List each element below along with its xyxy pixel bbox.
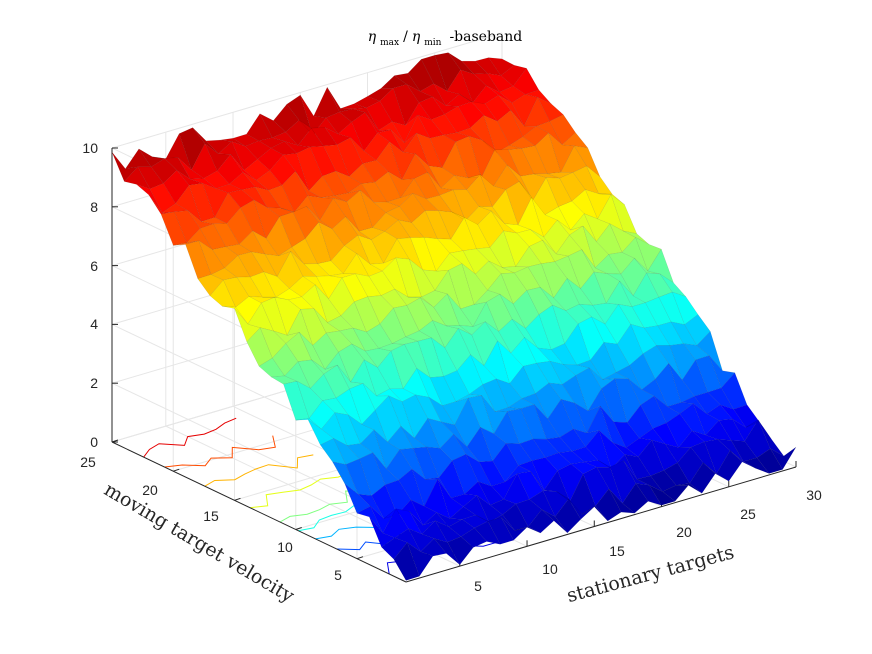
x-tick-label: 25 (740, 506, 756, 522)
axes (111, 147, 797, 583)
y-tick-label: 20 (142, 482, 158, 498)
y-tick-labels: 5 10 15 20 25 (80, 454, 342, 583)
z-tick-label: 8 (90, 199, 98, 215)
x-axis-label: stationary targets (564, 541, 736, 607)
surface (111, 52, 797, 581)
x-tick-label: 15 (609, 543, 625, 559)
surface-patch (769, 446, 797, 470)
y-tick-mark (295, 527, 302, 530)
grid-line (111, 32, 503, 149)
x-tick-label: 5 (474, 578, 482, 594)
contour-line (249, 472, 351, 509)
contour-line (164, 435, 276, 468)
y-tick-mark (234, 497, 241, 501)
z-tick-label: 0 (90, 434, 98, 450)
y-tick-label: 25 (80, 454, 96, 470)
y-tick-mark (173, 468, 180, 472)
y-tick-label: 15 (203, 508, 219, 524)
title-symbol: η (368, 29, 377, 45)
x-tick-label: 20 (676, 524, 692, 540)
contour-line (143, 417, 237, 458)
x-tick-labels: 5 10 15 20 25 30 (474, 487, 822, 594)
z-tick-label: 2 (90, 375, 98, 391)
contour-line (204, 454, 314, 487)
x-tick-label: 10 (542, 561, 558, 577)
title-slash: / (403, 29, 408, 45)
y-axis-label: moving target velocity (100, 478, 298, 607)
y-tick-label: 10 (277, 539, 293, 555)
surface-patch (635, 236, 662, 272)
y-tick-mark (356, 556, 364, 560)
z-tick-label: 4 (90, 316, 98, 332)
chart-title: η max / η min -baseband (368, 28, 523, 49)
y-tick-mark (111, 439, 119, 443)
x-tick-label: 30 (806, 487, 822, 503)
z-tick-label: 6 (90, 258, 98, 274)
title-sub-max: max (380, 38, 399, 48)
z-tick-labels: 0 2 4 6 8 10 (82, 140, 98, 450)
surface-patch (757, 419, 785, 457)
title-suffix: -baseband (449, 29, 522, 45)
surface-patch (561, 132, 589, 149)
title-symbol-2: η (412, 29, 421, 45)
y-tick-label: 5 (334, 567, 342, 583)
surface-patch (708, 355, 736, 389)
surface-patch (684, 314, 711, 346)
title-sub-min: min (424, 38, 441, 48)
x-axis-line (405, 466, 797, 583)
z-tick-label: 10 (82, 140, 98, 156)
